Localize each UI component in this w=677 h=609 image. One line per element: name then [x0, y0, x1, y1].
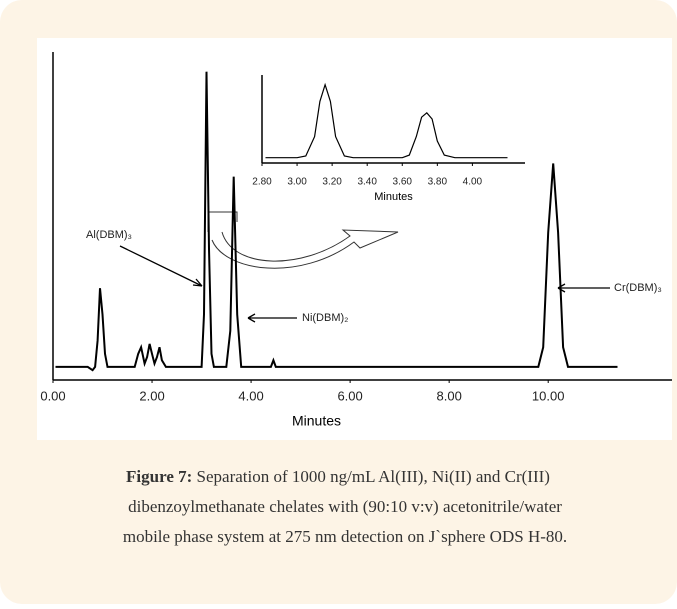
- arrow: [247, 313, 297, 323]
- transfer-arrow: [211, 229, 399, 269]
- arrow: [119, 245, 203, 287]
- caption-label: Figure 7:: [126, 467, 192, 486]
- caption-line: dibenzoylmethanate chelates with (90:10 …: [128, 497, 562, 516]
- peak-label: Al(DBM)₃: [86, 229, 132, 241]
- trace: [265, 82, 508, 159]
- x-tick-label: 3.60: [393, 177, 413, 188]
- x-tick-label: 2.00: [139, 388, 164, 403]
- x-tick-label: 0.00: [40, 388, 65, 403]
- peak-label: Cr(DBM)₃: [614, 282, 662, 294]
- x-tick-label: 8.00: [437, 388, 462, 403]
- x-tick-label: 4.00: [238, 388, 263, 403]
- caption-line: mobile phase system at 275 nm detection …: [123, 527, 567, 546]
- x-tick-label: 3.00: [287, 177, 307, 188]
- x-axis-label: Minutes: [292, 413, 341, 429]
- caption-text: Separation of 1000 ng/mL Al(III), Ni(II)…: [197, 467, 550, 486]
- peak-label: Ni(DBM)₂: [302, 312, 348, 324]
- plot-area: [37, 38, 672, 440]
- x-tick-label: 3.40: [357, 177, 377, 188]
- x-tick-label: 6.00: [337, 388, 362, 403]
- x-tick-label: 4.00: [463, 177, 483, 188]
- trace: [55, 71, 618, 372]
- x-tick-label: 2.80: [252, 177, 272, 188]
- x-tick-label: 10.00: [532, 388, 565, 403]
- x-tick-label: 3.80: [428, 177, 448, 188]
- x-axis-label: Minutes: [374, 191, 413, 203]
- caption-line: Figure 7: Separation of 1000 ng/mL Al(II…: [126, 467, 550, 486]
- x-tick-label: 3.20: [322, 177, 342, 188]
